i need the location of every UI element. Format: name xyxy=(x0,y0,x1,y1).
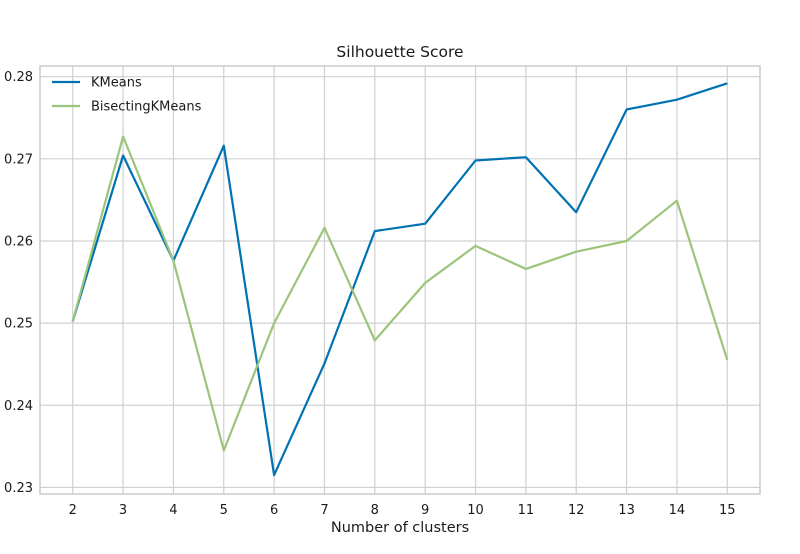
x-tick-label: 12 xyxy=(568,503,585,518)
x-tick-label: 9 xyxy=(421,503,429,518)
plot-frame xyxy=(39,65,761,495)
plot-area xyxy=(40,66,760,494)
y-tick-label: 0.26 xyxy=(4,234,33,249)
x-tick-label: 6 xyxy=(270,503,278,518)
x-tick-label: 13 xyxy=(618,503,635,518)
x-tick-label: 7 xyxy=(320,503,328,518)
x-tick-label: 15 xyxy=(719,503,736,518)
x-tick-label: 5 xyxy=(220,503,228,518)
x-tick-label: 10 xyxy=(467,503,484,518)
series-line-bisectingkmeans xyxy=(71,135,729,452)
legend-label: KMeans xyxy=(91,76,142,91)
series-line-kmeans xyxy=(71,82,728,477)
x-tick-label: 2 xyxy=(69,503,77,518)
x-axis-title: Number of clusters xyxy=(331,520,469,536)
y-tick-label: 0.25 xyxy=(4,317,33,332)
x-tick-label: 4 xyxy=(169,503,177,518)
x-tick-label: 14 xyxy=(669,503,686,518)
x-tick-label: 11 xyxy=(518,503,535,518)
legend-label: BisectingKMeans xyxy=(91,100,202,115)
chart-title: Silhouette Score xyxy=(336,43,463,61)
x-tick-label: 8 xyxy=(371,503,379,518)
y-tick-label: 0.27 xyxy=(4,152,33,167)
y-tick-label: 0.23 xyxy=(4,481,33,496)
x-tick-label: 3 xyxy=(119,503,127,518)
y-tick-label: 0.24 xyxy=(4,399,33,414)
y-tick-label: 0.28 xyxy=(4,70,33,85)
